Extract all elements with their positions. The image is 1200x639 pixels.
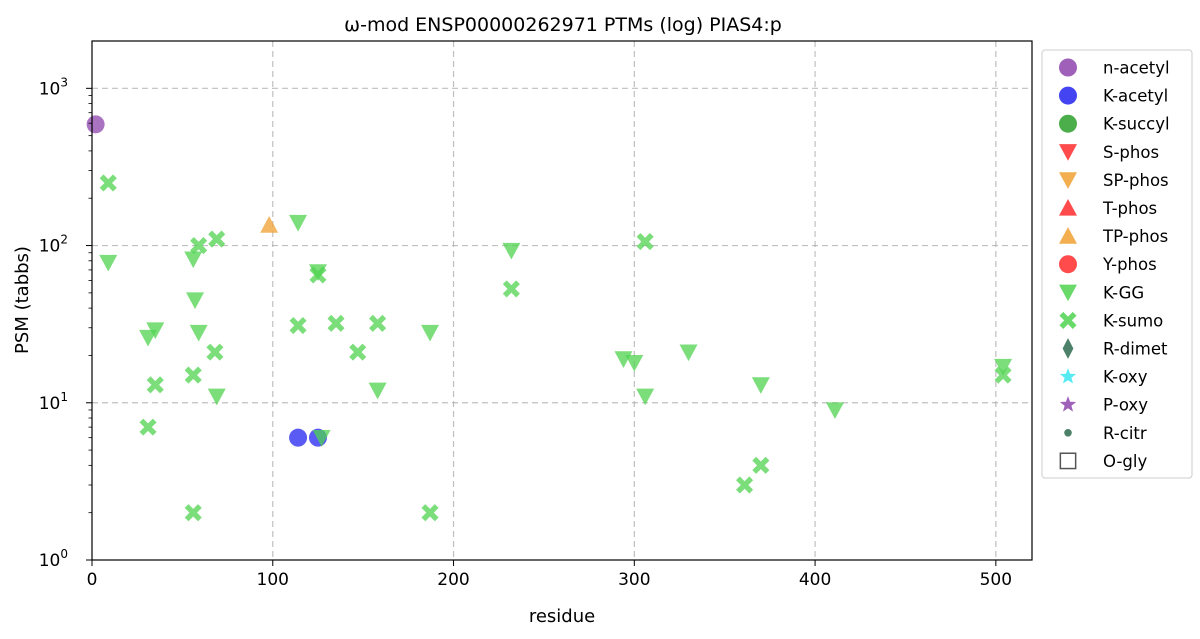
point-k-sumo bbox=[502, 280, 520, 298]
point-k-sumo bbox=[146, 376, 164, 394]
point-k-gg bbox=[994, 358, 1013, 376]
legend-marker-k-acetyl bbox=[1059, 86, 1077, 105]
legend-marker-r-citr bbox=[1064, 429, 1072, 437]
grid-lines bbox=[92, 41, 1032, 560]
point-k-sumo bbox=[184, 504, 202, 522]
point-k-gg bbox=[184, 251, 203, 269]
point-k-gg bbox=[207, 388, 226, 406]
x-tick-label: 300 bbox=[618, 570, 650, 590]
point-k-gg bbox=[751, 377, 770, 394]
point-k-gg bbox=[368, 382, 387, 400]
x-axis-label: residue bbox=[529, 606, 595, 627]
point-k-gg bbox=[289, 214, 308, 232]
x-tick-label: 200 bbox=[437, 570, 469, 590]
legend-label-n-acetyl: n-acetyl bbox=[1103, 59, 1170, 78]
point-k-sumo bbox=[190, 237, 208, 255]
legend-label-k-sumo: K-sumo bbox=[1103, 311, 1163, 330]
legend-marker-y-phos bbox=[1059, 255, 1077, 274]
plot-frame bbox=[91, 40, 1033, 561]
legend-label-tp-phos: TP-phos bbox=[1102, 227, 1168, 246]
legend-marker-k-sumo bbox=[1059, 311, 1077, 329]
point-n-acetyl bbox=[86, 115, 105, 134]
point-k-gg bbox=[679, 344, 698, 362]
legend: n-acetyl K-acetyl K-succyl S-phos SP-phos T-p… bbox=[1041, 49, 1193, 479]
legend-label-r-citr: R-citr bbox=[1103, 424, 1147, 443]
point-k-gg bbox=[99, 254, 118, 272]
legend-marker-t-phos bbox=[1059, 199, 1077, 216]
y-axis-ticks: 100 101 102 103 bbox=[39, 75, 92, 571]
point-k-gg bbox=[139, 329, 158, 347]
legend-marker-k-gg bbox=[1059, 284, 1077, 302]
legend-label-y-phos: Y-phos bbox=[1102, 255, 1157, 274]
legend-label-o-gly: O-gly bbox=[1103, 452, 1147, 471]
legend-marker-r-dimet bbox=[1062, 338, 1074, 359]
legend-marker-sp-phos bbox=[1059, 172, 1077, 189]
point-k-sumo bbox=[421, 504, 439, 522]
legend-label-t-phos: T-phos bbox=[1102, 199, 1157, 218]
point-k-sumo bbox=[208, 230, 226, 248]
point-k-sumo bbox=[349, 343, 367, 361]
legend-marker-o-gly bbox=[1059, 452, 1077, 470]
legend-marker-n-acetyl bbox=[1059, 58, 1077, 77]
point-k-sumo bbox=[736, 476, 754, 494]
point-k-gg bbox=[186, 292, 205, 310]
point-k-sumo bbox=[369, 314, 387, 332]
y-tick-label: 100 bbox=[39, 547, 68, 571]
x-tick-label: 0 bbox=[87, 570, 98, 590]
legend-marker-tp-phos bbox=[1059, 227, 1077, 244]
y-tick-label: 101 bbox=[39, 390, 68, 414]
legend-label-k-acetyl: K-acetyl bbox=[1103, 87, 1168, 106]
x-tick-label: 500 bbox=[980, 570, 1012, 590]
point-k-sumo bbox=[636, 233, 654, 251]
chart-title: ω-mod ENSP00000262971 PTMs (log) PIAS4:p bbox=[344, 14, 782, 36]
legend-label-k-gg: K-GG bbox=[1103, 283, 1144, 302]
legend-label-s-phos: S-phos bbox=[1103, 143, 1159, 162]
y-tick-label: 103 bbox=[39, 75, 68, 99]
point-k-gg bbox=[502, 242, 521, 260]
point-k-sumo bbox=[752, 456, 770, 474]
x-axis-ticks: 0 100 200 300 400 500 bbox=[87, 560, 1012, 590]
legend-label-r-dimet: R-dimet bbox=[1103, 340, 1168, 359]
point-k-sumo bbox=[289, 316, 307, 335]
point-k-sumo bbox=[206, 343, 224, 361]
point-k-sumo bbox=[994, 366, 1012, 384]
point-k-sumo bbox=[327, 314, 345, 332]
point-k-sumo bbox=[139, 418, 157, 436]
data-points bbox=[86, 115, 1013, 522]
point-k-gg bbox=[421, 324, 440, 342]
point-k-gg bbox=[825, 402, 844, 419]
point-k-gg bbox=[146, 322, 165, 340]
point-tp-phos bbox=[260, 216, 279, 233]
point-k-gg bbox=[636, 388, 655, 406]
point-k-sumo bbox=[184, 366, 202, 384]
y-tick-label: 102 bbox=[39, 233, 68, 257]
legend-frame bbox=[1041, 49, 1193, 479]
legend-marker-k-succyl bbox=[1059, 114, 1077, 133]
x-tick-label: 100 bbox=[257, 570, 289, 590]
point-k-sumo bbox=[309, 266, 327, 284]
legend-label-k-succyl: K-succyl bbox=[1103, 115, 1170, 134]
point-k-sumo bbox=[99, 174, 117, 192]
legend-label-sp-phos: SP-phos bbox=[1103, 171, 1169, 190]
legend-label-k-oxy: K-oxy bbox=[1103, 368, 1148, 387]
x-tick-label: 400 bbox=[799, 570, 831, 590]
point-k-gg bbox=[625, 354, 644, 372]
point-k-gg bbox=[189, 324, 208, 342]
y-axis-label: PSM (tabbs) bbox=[12, 246, 33, 354]
point-k-acetyl bbox=[289, 428, 308, 447]
legend-marker-p-oxy bbox=[1059, 396, 1077, 412]
point-k-gg bbox=[312, 430, 331, 447]
legend-marker-k-oxy bbox=[1059, 368, 1077, 384]
legend-label-p-oxy: P-oxy bbox=[1103, 396, 1148, 415]
legend-marker-s-phos bbox=[1059, 144, 1077, 161]
